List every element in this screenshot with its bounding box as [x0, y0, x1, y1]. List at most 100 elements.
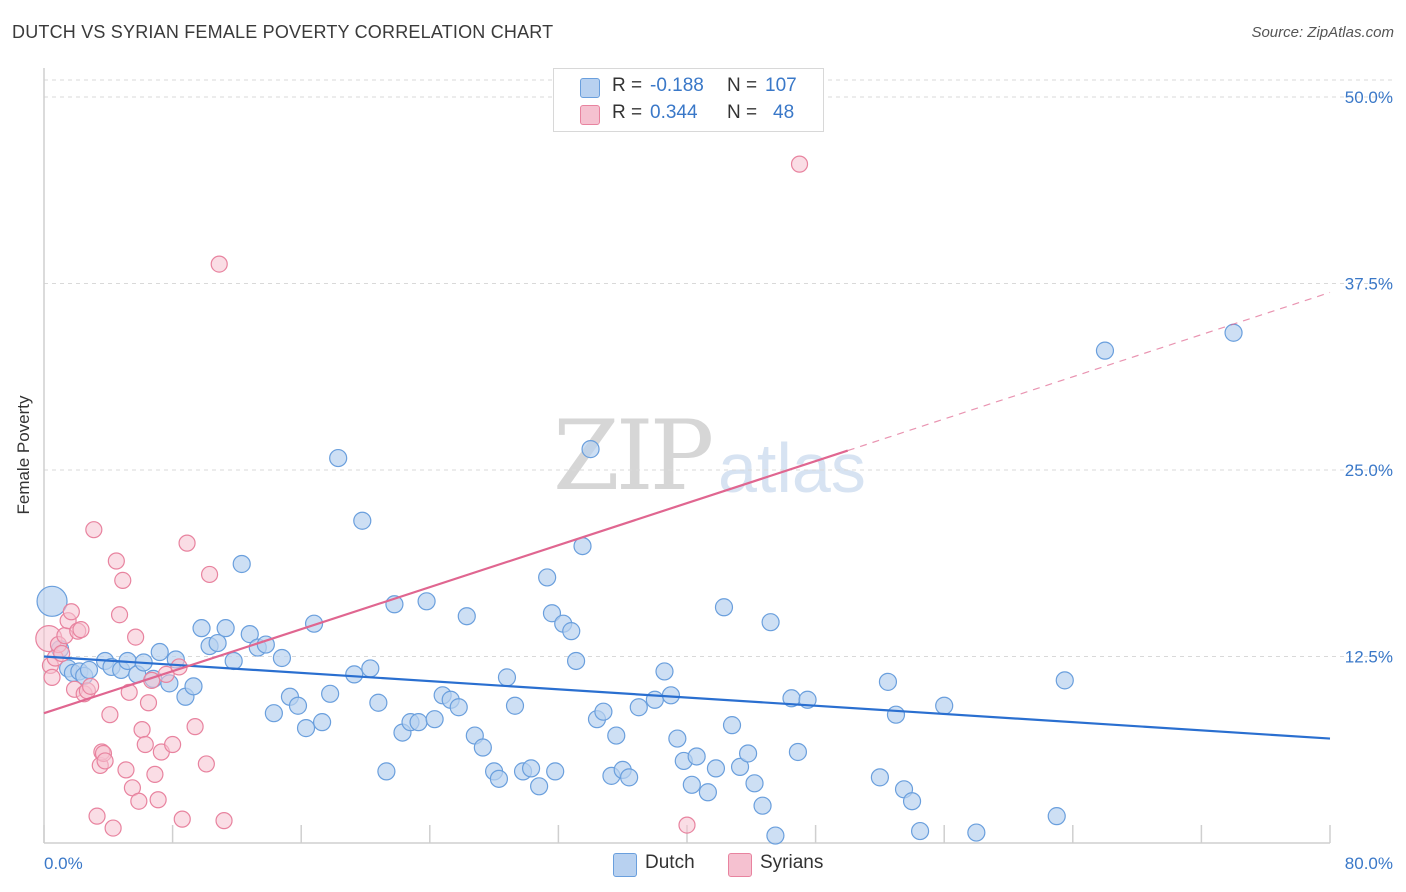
- x-tick-label: 0.0%: [44, 854, 83, 873]
- syrians-point: [114, 571, 132, 590]
- syrians-point: [127, 628, 145, 646]
- dutch-point: [150, 642, 169, 662]
- syrians-point: [186, 718, 204, 736]
- dutch-point: [1047, 807, 1066, 826]
- dutch-point: [377, 762, 396, 781]
- correlation-legend: R = -0.188 N = 107 R = 0.344 N = 48: [553, 68, 824, 132]
- dutch-point: [489, 769, 509, 788]
- dutch-point: [967, 823, 986, 842]
- dutch-point: [738, 744, 758, 763]
- axes: [43, 68, 1331, 844]
- syrians-point: [117, 761, 135, 779]
- dutch-point: [594, 702, 613, 721]
- dutch-point: [935, 696, 954, 715]
- syrians-n-value: 48: [773, 102, 795, 123]
- dutch-point: [264, 704, 283, 723]
- dutch-point: [607, 726, 626, 745]
- dutch-point: [566, 651, 586, 671]
- dutch-point: [345, 665, 364, 684]
- y-tick-label: 50.0%: [1345, 88, 1393, 107]
- dutch-point: [497, 668, 517, 687]
- dutch-point: [361, 659, 380, 678]
- dutch-point: [745, 774, 764, 793]
- dutch-point: [668, 729, 687, 748]
- dutch-point: [629, 698, 648, 717]
- syrians-point: [62, 603, 80, 621]
- dutch-point: [562, 622, 581, 641]
- syrians-trend-extension: [847, 291, 1331, 452]
- syrians-point: [215, 812, 233, 830]
- dutch-point: [542, 604, 562, 623]
- dutch-point: [1055, 671, 1074, 690]
- dutch-point: [288, 696, 308, 715]
- dutch-point: [886, 705, 906, 724]
- syrians-point: [96, 752, 114, 770]
- dutch-point: [353, 511, 372, 530]
- dutch-n-label: N =: [727, 75, 758, 96]
- dutch-legend-swatch: [613, 853, 637, 877]
- syrians-point: [110, 606, 129, 624]
- dutch-point: [216, 619, 235, 638]
- dutch-legend-label: Dutch: [645, 852, 695, 873]
- dutch-point: [369, 693, 388, 712]
- dutch-n-value: 107: [765, 75, 797, 96]
- regression-lines: [43, 291, 1331, 740]
- syrians-point: [146, 765, 164, 783]
- chart-title: DUTCH VS SYRIAN FEMALE POVERTY CORRELATI…: [12, 22, 554, 42]
- dutch-point: [425, 710, 444, 729]
- syrians-point: [53, 644, 71, 663]
- dutch-point: [878, 672, 898, 691]
- syrians-point: [133, 721, 151, 739]
- dutch-points: [36, 323, 1243, 845]
- dutch-point: [766, 826, 785, 845]
- dutch-point: [457, 607, 476, 626]
- syrians-point: [88, 807, 106, 825]
- syrians-point: [139, 694, 158, 712]
- syrians-points: [35, 155, 809, 837]
- syrians-point: [85, 521, 103, 539]
- dutch-trend-line: [43, 655, 1331, 740]
- syrians-legend-swatch: [728, 853, 752, 877]
- syrians-point: [178, 534, 196, 552]
- dutch-point: [521, 759, 541, 778]
- syrians-r-value: 0.344: [650, 102, 698, 123]
- dutch-point: [208, 633, 227, 653]
- dutch-point: [232, 554, 251, 574]
- watermark-zip: ZIP: [553, 400, 714, 512]
- dutch-point: [79, 660, 99, 680]
- dutch-point: [581, 440, 600, 459]
- dutch-point: [698, 783, 717, 802]
- syrians-point: [107, 552, 125, 570]
- dutch-point: [312, 713, 332, 732]
- dutch-point: [296, 719, 316, 738]
- dutch-point: [645, 690, 664, 709]
- syrians-point: [72, 621, 90, 639]
- dutch-point: [682, 775, 701, 794]
- syrians-point: [790, 155, 809, 173]
- dutch-point: [753, 796, 772, 815]
- y-tick-label: 25.0%: [1345, 461, 1393, 480]
- dutch-point: [321, 684, 340, 703]
- syrians-point: [130, 792, 148, 810]
- dutch-point: [687, 747, 706, 766]
- dutch-point: [714, 598, 734, 617]
- syrians-point: [210, 255, 228, 273]
- syrians-point: [101, 706, 119, 724]
- dutch-point: [722, 716, 742, 735]
- syrians-point: [678, 816, 696, 834]
- syrians-point: [82, 677, 100, 695]
- dutch-point: [1095, 341, 1115, 360]
- syrians-point: [173, 810, 191, 828]
- syrians-n-label: N =: [727, 102, 758, 123]
- dutch-point: [184, 677, 203, 696]
- dutch-point: [902, 792, 922, 811]
- source-label: Source: ZipAtlas.com: [1251, 24, 1394, 41]
- dutch-point: [449, 698, 468, 717]
- dutch-point: [706, 759, 726, 778]
- syrians-point: [164, 735, 182, 754]
- syrians-point: [197, 755, 215, 773]
- x-tick-label: 80.0%: [1345, 854, 1393, 873]
- syrians-legend-label: Syrians: [760, 852, 824, 873]
- dutch-point: [505, 696, 525, 715]
